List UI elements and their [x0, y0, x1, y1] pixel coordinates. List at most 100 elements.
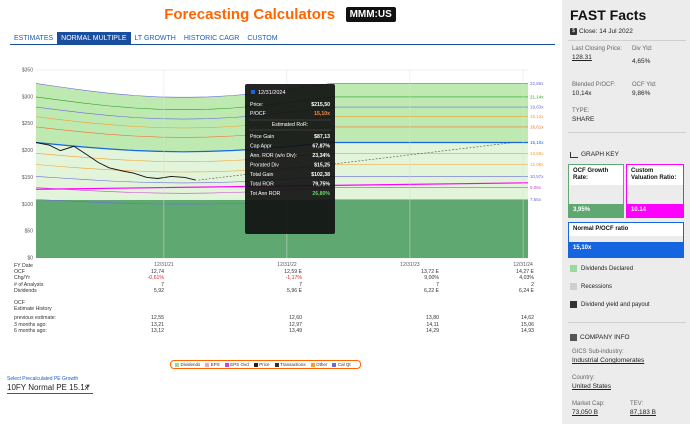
ticker-badge: MMM:US	[345, 7, 396, 23]
chart-svg[interactable]: $0 $50 $100 $150 $200 $250 $300 $350 22,85x 21,14…	[0, 60, 560, 270]
multiple-label: 16,61x	[530, 124, 544, 129]
y-tick-label: $50	[25, 229, 34, 235]
security-type: TYPE: SHARE	[572, 108, 595, 123]
data-cell: 13,72 E	[421, 269, 439, 276]
graph-key-title: GRAPH KEY	[570, 151, 619, 158]
data-cell: 4,03%	[519, 275, 534, 282]
legend-item[interactable]: Price	[253, 362, 270, 367]
legend-swatch	[253, 362, 258, 367]
company-info-title: COMPANY INFO	[570, 334, 630, 341]
y-tick-label: $100	[22, 202, 33, 208]
tooltip-date-swatch	[251, 90, 255, 94]
tooltip-value: $102,38	[311, 172, 330, 178]
precalc-value[interactable]: 10FY Normal PE 15.1x	[7, 383, 89, 392]
legend-item[interactable]: EPS	[205, 362, 220, 367]
divider	[568, 322, 686, 323]
legend-label: EPS	[210, 362, 220, 367]
tab-estimates[interactable]: ESTIMATES	[14, 35, 54, 42]
legend-label: Price	[259, 362, 270, 367]
tooltip-label: Total ROR	[250, 182, 274, 188]
data-cell: -0,61%	[147, 275, 164, 282]
history-row: 3 months ago: 13,21 12,97 14,11 15,06	[14, 322, 544, 328]
legend-item[interactable]: Transactions	[274, 362, 306, 367]
legend-item[interactable]: Cal Qt	[332, 362, 351, 367]
history-title-2: Estimate History	[14, 306, 52, 313]
data-cell: 5,96 E	[287, 287, 302, 294]
tab-normal-multiple[interactable]: NORMAL MULTIPLE	[57, 32, 131, 45]
data-label: OCF	[14, 269, 25, 276]
legend-label: Transactions	[280, 362, 306, 367]
precalc-pe-select[interactable]: Select Precalculated PE Growth 10FY Norm…	[7, 376, 93, 394]
multiple-label: 21,14x	[530, 94, 544, 99]
tab-historic-cagr[interactable]: HISTORIC CAGR	[183, 35, 240, 42]
legend-item[interactable]: EPS Ovd	[224, 362, 249, 367]
dropdown-arrow-icon[interactable]: ▼	[85, 384, 91, 390]
legend-swatch	[175, 362, 179, 367]
x-tick-label: 12/31/21	[154, 262, 174, 268]
normal-pocf-box[interactable]: Normal P/OCF ratio 15,10x	[568, 222, 684, 258]
legend-swatch	[332, 362, 337, 367]
data-row: # of Analysts 7 7 7 2	[14, 282, 544, 288]
data-cell: 6,24 E	[519, 287, 534, 294]
history-row: 6 months ago: 13,12 13,49 14,29 14,93	[14, 328, 544, 334]
key-dividend-yield[interactable]: Dividend yield and payout	[570, 301, 650, 308]
data-label: Chg/Yr	[14, 275, 31, 282]
key-dividends-declared[interactable]: Dividends Declared	[570, 265, 633, 272]
history-cell: 13,12	[151, 327, 164, 334]
data-cell: 12,74	[151, 269, 164, 276]
y-tick-label: $350	[22, 68, 33, 74]
multiple-label: 12,08x	[530, 162, 544, 167]
divider	[568, 132, 686, 133]
tab-custom[interactable]: CUSTOM	[247, 35, 278, 42]
history-cell: 15,06	[521, 321, 534, 328]
legend-label: Cal Qt	[337, 362, 351, 367]
legend-item[interactable]: Dividends	[175, 362, 200, 367]
multiple-label: 15,10x	[530, 140, 544, 145]
y-tick-label: $200	[22, 148, 33, 154]
precalc-label: Select Precalculated PE Growth	[7, 376, 79, 382]
data-cell: 5,92	[153, 287, 164, 294]
history-cell: 14,29	[426, 327, 439, 334]
tooltip-value: $15,25	[314, 163, 330, 169]
data-cell: 12,59 E	[284, 269, 302, 276]
history-label: previous estimate:	[14, 315, 57, 322]
multiple-label: 22,85x	[530, 81, 544, 86]
legend-label: EPS Ovd	[230, 362, 249, 367]
key-recessions[interactable]: Recessions	[570, 283, 612, 290]
tooltip-label: Cap Appr	[250, 144, 272, 150]
y-tick-label: $0	[27, 256, 33, 262]
y-tick-label: $300	[22, 94, 33, 100]
legend-swatch	[310, 362, 315, 367]
data-label: # of Analysts	[14, 281, 44, 288]
legend-swatch	[274, 362, 279, 367]
ocf-growth-box[interactable]: OCF Growth Rate: 3,95%	[568, 164, 624, 218]
data-table: FY Date OCF 12,74 12,59 E 13,72 E 14,27 E Chg…	[14, 263, 544, 334]
data-cell: 14,27 E	[516, 269, 534, 276]
history-cell: 14,62	[521, 315, 534, 322]
chart-legend: Dividends EPS EPS Ovd Price Transactions Othe…	[170, 360, 361, 369]
tab-lt-growth[interactable]: LT GROWTH	[134, 35, 176, 42]
data-cell: -1,17%	[285, 275, 302, 282]
country: Country: United States	[572, 375, 612, 390]
history-row: previous estimate: 12,55 12,60 13,80 14,62	[14, 315, 544, 321]
history-cell: 14,93	[521, 327, 534, 334]
tooltip-value: 26,80%	[312, 191, 330, 197]
tooltip-label: Prorated Div	[250, 163, 279, 169]
data-cell: 6,22 E	[424, 287, 439, 294]
history-label: 6 months ago:	[14, 327, 47, 334]
page-title: Forecasting Calculators	[164, 6, 336, 24]
fy-label: FY Date	[14, 263, 33, 269]
close-date: $ Close: 14 Jul 2022	[570, 28, 633, 35]
legend-item[interactable]: Other	[310, 362, 327, 367]
y-tick-label: $150	[22, 175, 33, 181]
data-row: Chg/Yr -0,61% -1,17% 9,00% 4,03%	[14, 275, 544, 281]
gics-sub-industry: GICS Sub-industry: Industrial Conglomera…	[572, 349, 645, 364]
tooltip-label: Price:	[250, 102, 263, 108]
header: Forecasting Calculators MMM:US	[0, 6, 560, 26]
data-cell: 7	[436, 281, 439, 288]
tooltip-value: 15,10x	[314, 111, 330, 117]
custom-valuation-box[interactable]: Custom Valuation Ratio: 10.14	[626, 164, 684, 218]
history-cell: 13,80	[426, 315, 439, 322]
history-title-1: OCF	[14, 299, 25, 306]
valuation-chart[interactable]: $0 $50 $100 $150 $200 $250 $300 $350 22,85x 21,14…	[0, 60, 560, 270]
